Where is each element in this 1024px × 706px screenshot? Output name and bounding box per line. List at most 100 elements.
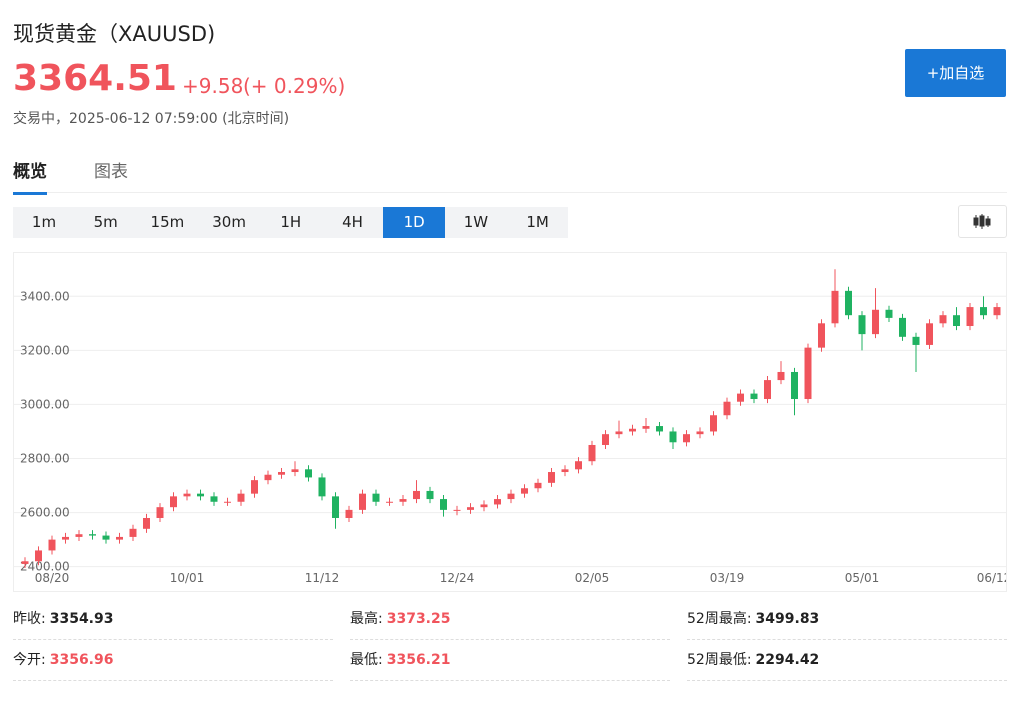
candle-body	[750, 393, 758, 400]
candle-body	[588, 444, 596, 462]
timeframe-button[interactable]: 15m	[150, 213, 185, 231]
timeframe-button[interactable]: 1H	[280, 213, 302, 231]
timeframe-button[interactable]: 5m	[93, 213, 118, 231]
candle-body	[575, 461, 582, 470]
tab[interactable]: 概览	[13, 157, 47, 195]
candle-body	[305, 469, 312, 478]
candle-body	[939, 315, 947, 324]
stat-label: 52周最低:	[687, 652, 752, 668]
candle-body	[764, 380, 771, 400]
timeframe-button[interactable]: 30m	[212, 213, 246, 231]
watch-button[interactable]: +加自选	[905, 49, 1006, 97]
stat-label: 今开:	[13, 652, 46, 668]
stat-item: 最低: 3356.21	[350, 640, 670, 681]
candle-body	[615, 431, 623, 435]
timeframe-button[interactable]: 1M	[526, 213, 549, 231]
stat-value: 3356.21	[386, 652, 451, 668]
candle-body	[669, 431, 677, 443]
chart-type-button[interactable]	[958, 205, 1007, 238]
candle-body	[278, 472, 285, 475]
x-tick-label: 11/12	[305, 571, 340, 585]
timeframe-button[interactable]: 4H	[342, 213, 363, 231]
candle-body	[116, 536, 123, 540]
candle-body	[156, 507, 164, 518]
stat-label: 52周最高:	[687, 611, 752, 627]
candle-body	[318, 477, 326, 497]
candle-body	[183, 493, 191, 497]
change-pct: (+ 0.29%)	[243, 74, 346, 98]
timeframes: 1m 5m 15m 30m 1H 4H 1D 1W 1M	[13, 207, 568, 238]
candle-body	[885, 309, 893, 318]
candle-body	[953, 315, 960, 327]
y-tick-label: 3200.00	[20, 343, 70, 357]
candle-body	[602, 434, 609, 445]
candle-body	[656, 426, 663, 432]
stat-value: 3354.93	[49, 611, 114, 627]
timeframe-button[interactable]: 1D	[383, 207, 446, 238]
candle-body	[35, 550, 42, 562]
stat-label: 昨收:	[13, 611, 46, 627]
candle-body	[345, 509, 353, 518]
candle-body	[899, 317, 906, 337]
candle-body	[224, 501, 231, 503]
candle-body	[980, 307, 987, 316]
stat-item: 52周最低: 2294.42	[687, 640, 1007, 681]
stat-value: 3356.96	[49, 652, 114, 668]
stat-label: 最高:	[350, 611, 383, 627]
candle-body	[264, 474, 272, 481]
candle-body	[332, 496, 339, 518]
timeframe-button[interactable]: 1W	[463, 213, 489, 231]
candle-body	[507, 493, 515, 500]
y-tick-label: 3000.00	[20, 397, 70, 411]
candle-body	[251, 480, 258, 494]
candle-body	[291, 469, 299, 473]
candle-body	[683, 434, 690, 443]
stat-item: 昨收: 3354.93	[13, 599, 333, 640]
x-tick-label: 02/05	[575, 571, 610, 585]
candle-body	[75, 534, 83, 537]
candle-body	[872, 309, 879, 335]
candle-body	[696, 431, 704, 435]
x-tick-label: 12/24	[440, 571, 475, 585]
candle-body	[21, 561, 29, 564]
candle-body	[993, 307, 1001, 316]
x-tick-label: 10/01	[170, 571, 205, 585]
candle-body	[170, 496, 177, 508]
candle-body	[926, 323, 933, 345]
candle-body	[710, 415, 717, 432]
candle-body	[561, 469, 569, 473]
timeframe-button[interactable]: 1m	[31, 213, 57, 231]
candle-body	[966, 307, 974, 327]
candle-body	[372, 493, 380, 502]
candle-body	[629, 428, 636, 432]
candle-body	[791, 371, 798, 400]
candle-body	[912, 336, 920, 345]
stat-item: 最高: 3373.25	[350, 599, 670, 640]
stat-value: 3499.83	[755, 611, 820, 627]
price: 3364.51	[13, 58, 177, 99]
y-tick-label: 2800.00	[20, 452, 70, 466]
change: +9.58	[182, 74, 244, 98]
title: 现货黄金（XAUUSD)	[13, 22, 216, 46]
candle-body	[777, 371, 785, 381]
stat-value: 3373.25	[386, 611, 451, 627]
candle-body	[197, 493, 204, 497]
candle-body	[845, 290, 852, 316]
stat-label: 最低:	[350, 652, 383, 668]
stat-item: 今开: 3356.96	[13, 640, 333, 681]
x-tick-label: 08/20	[35, 571, 70, 585]
stat-value: 2294.42	[755, 652, 820, 668]
candle-body	[129, 528, 137, 537]
candle-body	[102, 535, 110, 540]
tabs: 概览 图表	[13, 155, 1007, 195]
tab[interactable]: 图表	[94, 162, 128, 182]
candle-body	[804, 347, 812, 400]
candle-body	[62, 536, 69, 540]
candle-body	[426, 490, 434, 500]
chart: 2400.00 2600.00 2800.00 3000.00 3200.00 3400.…	[13, 252, 1007, 592]
candle-body	[494, 499, 501, 505]
y-tick-label: 3400.00	[20, 289, 70, 303]
x-tick-label: 03/19	[710, 571, 745, 585]
candle-body	[359, 493, 366, 510]
